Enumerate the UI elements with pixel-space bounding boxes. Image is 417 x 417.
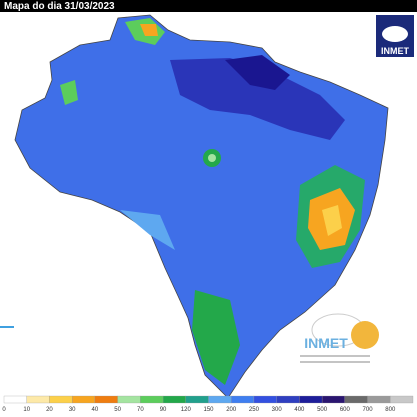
colorbar-swatch (390, 395, 414, 404)
colorbar-swatch (321, 395, 345, 404)
colorbar-swatch (117, 395, 141, 404)
colorbar-label: 70 (137, 407, 144, 412)
colorbar: 0 10 20 30 40 50 70 90 120 150 200 250 300 400 500 600 7… (2, 395, 414, 413)
bottom-logo: INMET (300, 313, 379, 363)
logo-text: INMET (381, 46, 410, 56)
colorbar-label: 250 (249, 407, 260, 412)
light-rain-west (120, 210, 175, 250)
colorbar-swatch (185, 395, 209, 404)
title-bar (0, 0, 417, 12)
colorbar-swatch (3, 395, 27, 404)
logo-sun (351, 321, 379, 349)
map-title: Mapa do dia 31/03/2023 (4, 1, 115, 12)
colorbar-swatch (276, 395, 300, 404)
colorbar-swatch (162, 395, 186, 404)
colorbar-swatch (140, 395, 164, 404)
colorbar-label: 50 (114, 407, 121, 412)
colorbar-label: 150 (203, 407, 214, 412)
colorbar-swatch (72, 395, 96, 404)
colorbar-label: 40 (92, 407, 99, 412)
colorbar-label: 90 (160, 407, 167, 412)
colorbar-swatch (344, 395, 368, 404)
top-logo: INMET (376, 15, 414, 57)
colorbar-label: 20 (46, 407, 53, 412)
colorbar-swatch (94, 395, 118, 404)
colorbar-label: 800 (385, 407, 396, 412)
edge-line (0, 326, 14, 328)
logo-cloud (382, 26, 408, 42)
colorbar-swatch (367, 395, 391, 404)
logo-text: INMET (304, 335, 348, 351)
light-spot (208, 154, 216, 162)
colorbar-label: 700 (363, 407, 374, 412)
heavy-rain-core (225, 55, 290, 90)
colorbar-swatch (26, 395, 50, 404)
green-area-south (192, 290, 240, 385)
colorbar-label: 600 (340, 407, 351, 412)
colorbar-label: 10 (23, 407, 30, 412)
colorbar-swatch (49, 395, 73, 404)
dry-area-north (140, 24, 158, 36)
colorbar-label: 30 (69, 407, 76, 412)
heavy-rain-north (170, 58, 345, 140)
colorbar-label: 400 (294, 407, 305, 412)
colorbar-swatch (231, 395, 255, 404)
colorbar-label: 300 (272, 407, 283, 412)
green-area-west (60, 80, 78, 105)
colorbar-label: 0 (2, 407, 6, 412)
colorbar-label: 200 (226, 407, 237, 412)
colorbar-label: 500 (317, 407, 328, 412)
brazil-map (14, 14, 389, 399)
colorbar-label: 120 (181, 407, 192, 412)
colorbar-swatch (208, 395, 232, 404)
driest-area-east (322, 205, 342, 236)
colorbar-swatch (253, 395, 277, 404)
colorbar-swatch (299, 395, 323, 404)
